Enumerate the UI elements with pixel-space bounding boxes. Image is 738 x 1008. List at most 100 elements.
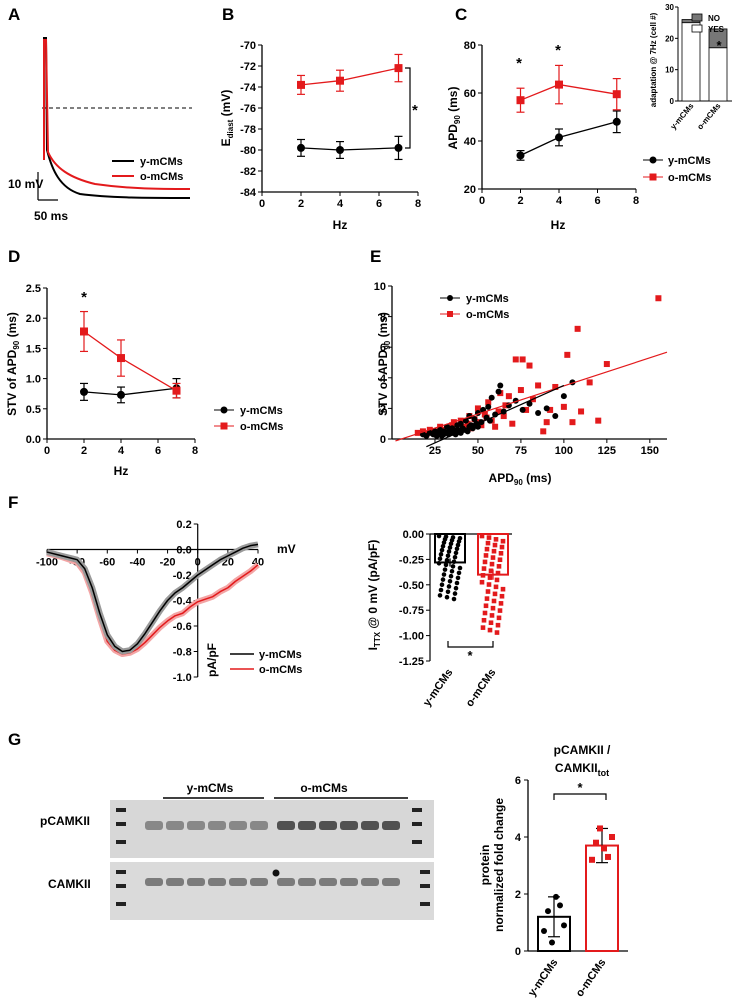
blot-band-pcamkii (298, 821, 316, 830)
d-legend-label-y: y-mCMs (240, 405, 283, 417)
fr-dot-y-mcms (448, 541, 454, 547)
e-point-o-mcms (509, 420, 516, 427)
fr-dot-o-mcms (482, 610, 488, 616)
fr-dot-o-mcms (486, 535, 492, 540)
ci-bar-yes (681, 22, 701, 102)
fr-dot-o-mcms (493, 584, 499, 590)
e-point-o-mcms (578, 408, 585, 415)
blot-band-pcamkii (229, 821, 247, 830)
d-significance-star: * (81, 289, 87, 306)
o-mcms-ap-trace (43, 39, 191, 190)
fr-dot-o-mcms (484, 546, 490, 552)
fr-dot-y-mcms (449, 568, 455, 574)
g-point-o-mcms (609, 834, 615, 840)
legend-label-y-mcms: y-mCMs (140, 156, 183, 168)
e-point-y-mcms (462, 417, 469, 424)
blot-ladder-band (116, 902, 126, 906)
c-x-tick-label: 6 (594, 195, 600, 207)
e-fit-line-o-mcms (395, 351, 668, 442)
b-y-mcms-point (336, 146, 344, 154)
d-o-mcms-point (80, 327, 88, 336)
fl-xlabel: mV (277, 542, 296, 556)
blot-band-pcamkii (250, 821, 268, 830)
b-y-mcms-series-line (300, 147, 399, 151)
e-xlabel: APD90 (ms) (489, 471, 552, 487)
fl-x-tick-label: -100 (36, 557, 58, 569)
fr-dot-o-mcms (494, 630, 500, 635)
c-xlabel: Hz (551, 218, 566, 232)
fr-dot-o-mcms (481, 566, 487, 571)
d-o-mcms-point (172, 386, 181, 395)
e-point-o-mcms (485, 399, 492, 406)
g-point-y-mcms (557, 902, 563, 909)
e-x-tick-label: 100 (555, 445, 573, 457)
panel-label-a: A (8, 5, 20, 24)
panel-b-ediast-chart: 0 2 4 6 8 -84 -82 -80 -78 -76 -74 -72 -70 Hz Ediast … (219, 40, 421, 232)
blot-band-camkii (250, 878, 268, 886)
e-point-o-mcms (457, 417, 464, 424)
e-point-o-mcms (517, 387, 524, 394)
e-ylabel: STV of APD90 (ms) (376, 312, 392, 416)
fr-dot-y-mcms (446, 584, 452, 589)
b-y-mcms-point (394, 143, 403, 152)
fr-y-tick-label: -0.75 (399, 605, 424, 617)
b-o-mcms-point (336, 76, 344, 85)
e-point-o-mcms (512, 356, 519, 363)
g-point-y-mcms (553, 893, 559, 900)
fr-dot-o-mcms (479, 579, 485, 585)
blot-band-pcamkii (319, 821, 337, 830)
e-x-tick-label: 50 (472, 445, 484, 457)
fr-dot-y-mcms (455, 542, 461, 548)
e-x-tick-label: 75 (515, 445, 527, 457)
g-x-category-label: o-mCMs (574, 957, 609, 999)
e-point-o-mcms (414, 429, 421, 436)
e-point-y-mcms (560, 393, 567, 400)
fl-x-tick-label: 0 (195, 557, 201, 569)
panel-g-bar-chart: 0 2 4 6 y-mCMs o-mCMs pCAMKII / CAMKIItot pro… (478, 743, 628, 999)
blot-band-camkii (361, 878, 379, 886)
fr-dot-y-mcms (438, 552, 444, 557)
fr-dot-o-mcms (495, 570, 501, 576)
e-point-o-mcms (519, 356, 526, 363)
fr-dot-o-mcms (490, 605, 496, 611)
e-point-y-mcms (471, 416, 478, 423)
g-y-tick-label: 2 (515, 889, 521, 901)
e-point-o-mcms (481, 411, 488, 418)
e-y-tick-label: 10 (374, 281, 386, 293)
blot-band-pcamkii (166, 821, 184, 830)
fr-dot-y-mcms (453, 585, 459, 591)
fr-dot-y-mcms (452, 591, 458, 596)
d-x-tick-label: 4 (118, 445, 125, 457)
fr-dot-o-mcms (488, 620, 494, 626)
fr-dot-o-mcms (480, 625, 486, 630)
fr-dot-o-mcms (499, 544, 505, 550)
fr-dot-y-mcms (453, 550, 459, 556)
b-o-mcms-point (297, 80, 305, 89)
c-y-mcms-point (612, 117, 621, 126)
fr-dot-o-mcms (485, 589, 491, 594)
e-point-y-mcms (485, 403, 492, 410)
fr-dot-o-mcms (498, 551, 504, 556)
fr-dot-y-mcms (455, 575, 461, 581)
b-y-tick-label: -74 (240, 82, 257, 94)
d-y-mcms-point (80, 387, 88, 396)
e-y-tick-label: 2 (380, 403, 386, 415)
blot-band-pcamkii (277, 821, 295, 830)
d-x-tick-label: 6 (155, 445, 161, 457)
b-x-tick-label: 8 (415, 198, 421, 210)
fl-y-tick-label: -0.4 (173, 596, 193, 608)
fr-dot-o-mcms (500, 586, 506, 592)
e-point-o-mcms (595, 417, 602, 424)
blot-band-pcamkii (340, 821, 358, 830)
fr-dot-y-mcms (445, 553, 451, 559)
e-point-o-mcms (564, 351, 571, 358)
g-point-o-mcms (589, 856, 595, 863)
c-y-tick-label: 20 (464, 184, 476, 196)
fr-dot-y-mcms (437, 556, 443, 562)
b-x-tick-label: 4 (337, 198, 344, 210)
fl-y-tick-label: -0.8 (173, 647, 192, 659)
g-point-o-mcms (605, 853, 611, 860)
fr-dot-y-mcms (437, 593, 443, 598)
ci-legend-label-no: NO (708, 14, 720, 23)
b-y-tick-label: -82 (240, 166, 256, 178)
